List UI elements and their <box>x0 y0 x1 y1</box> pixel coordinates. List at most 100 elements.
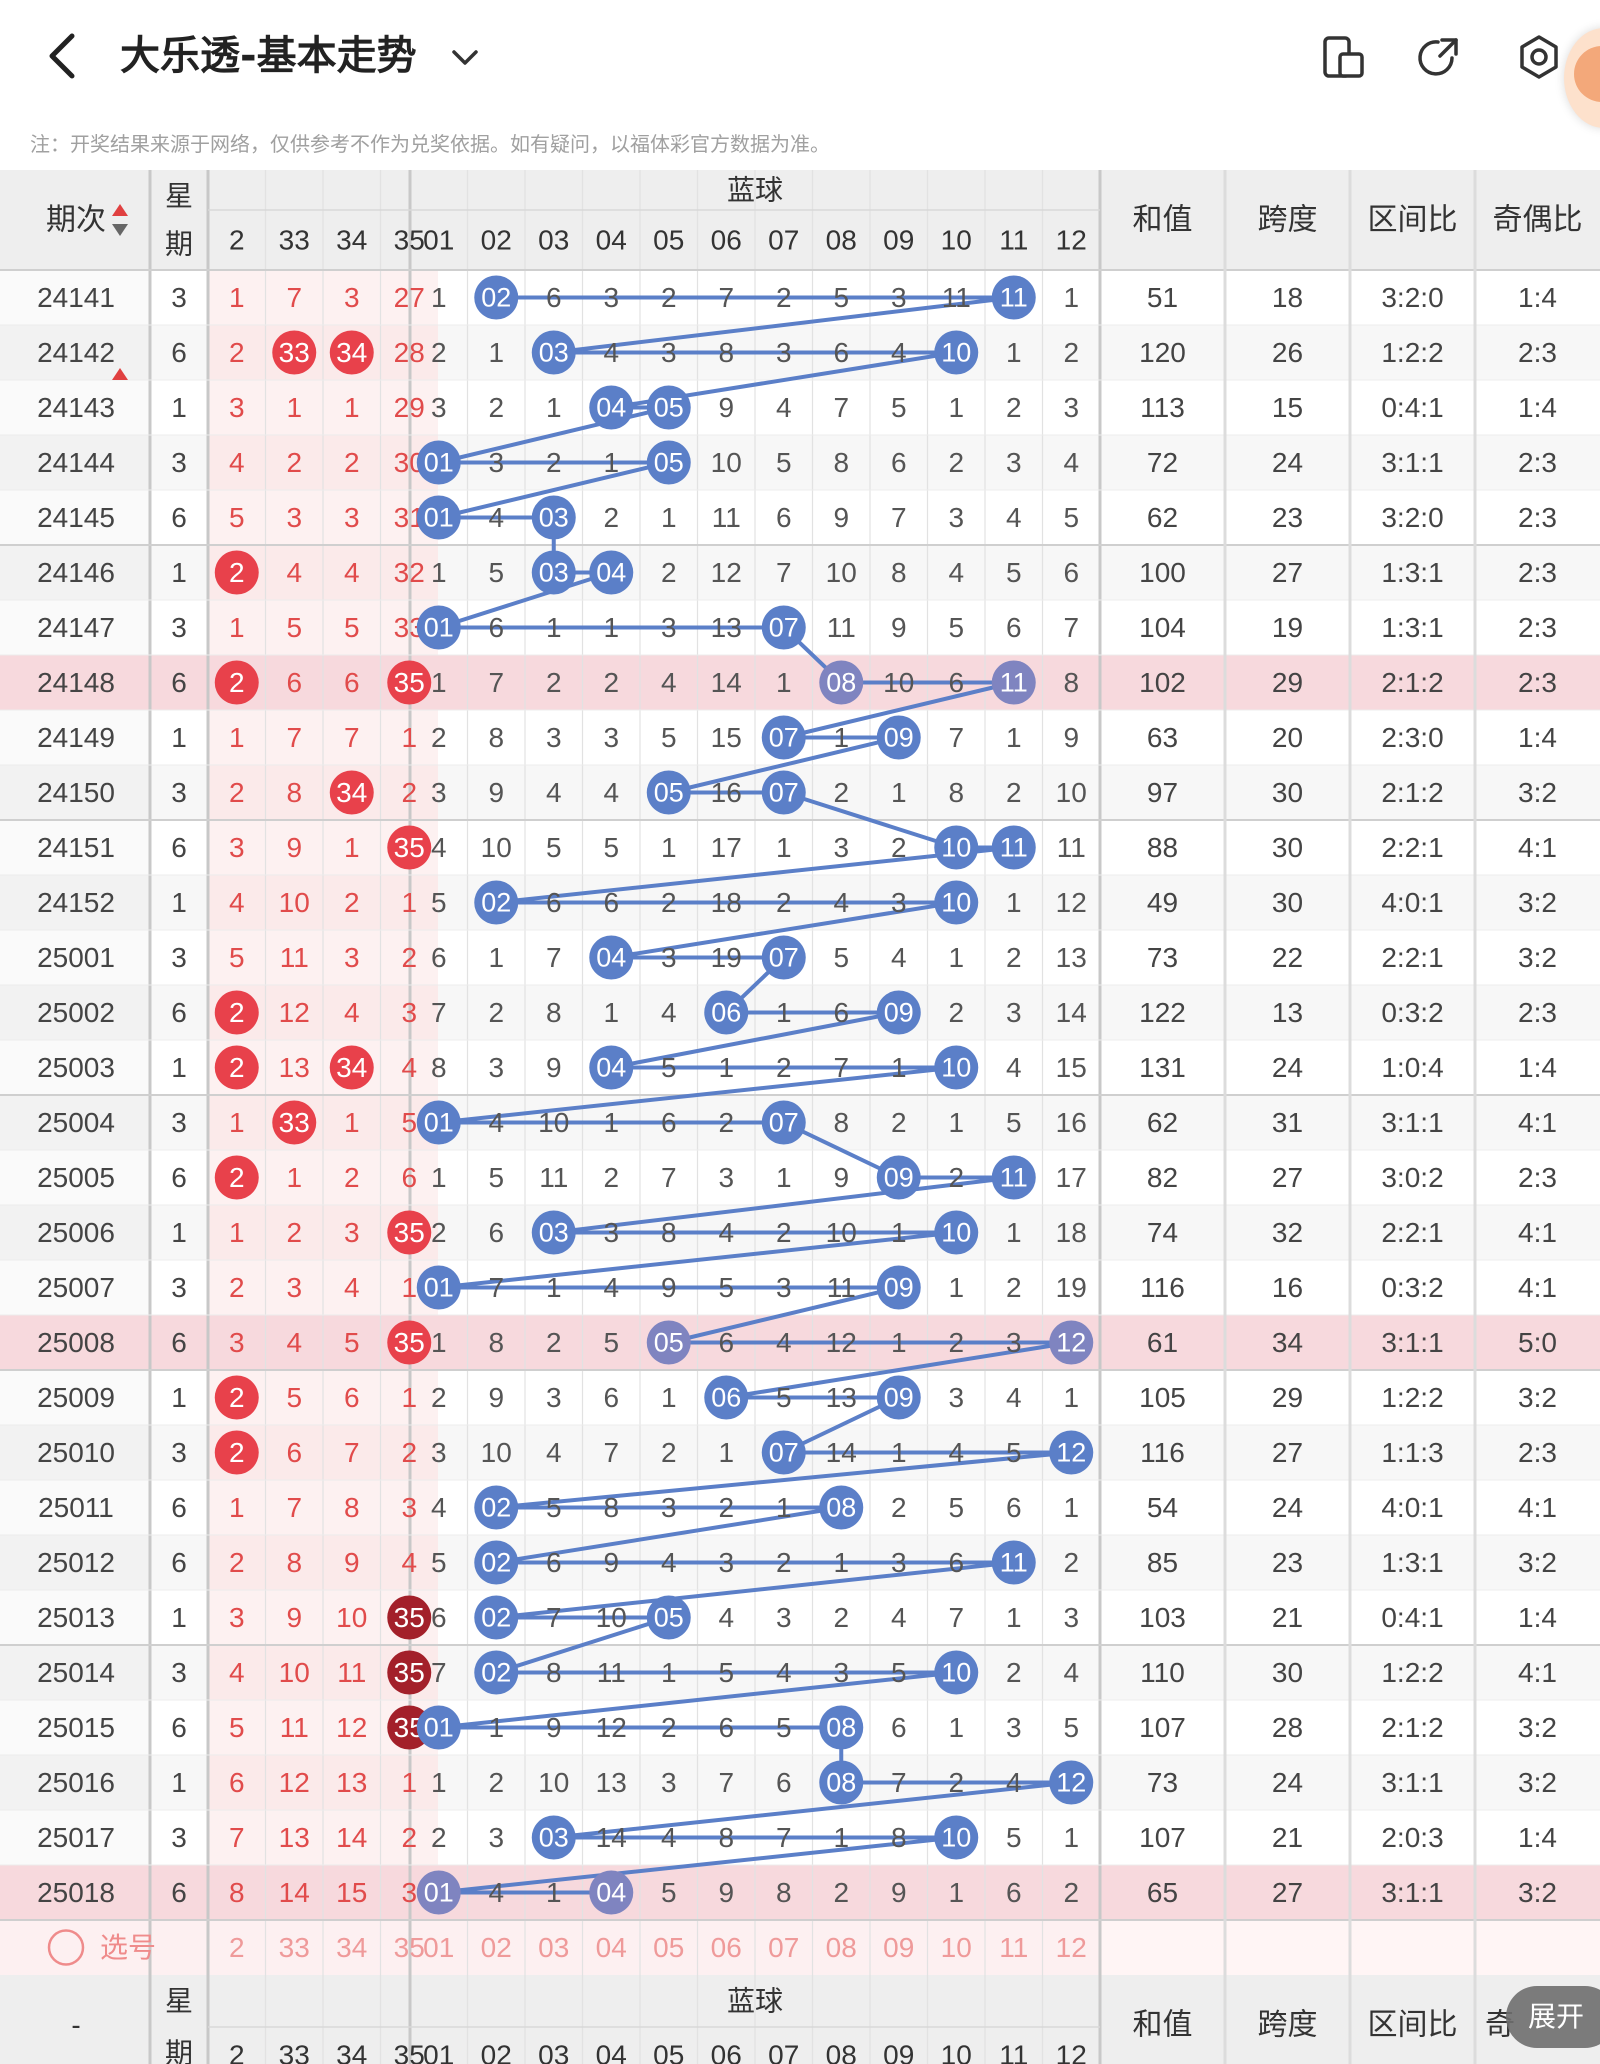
odd-even-cell: 1:4 <box>1518 722 1557 753</box>
blue-miss-cell: 5 <box>488 1162 504 1193</box>
blue-miss-cell: 2 <box>718 1492 734 1523</box>
col-header-blue: 09 <box>883 225 914 256</box>
select-blue-number[interactable]: 12 <box>1056 1932 1087 1963</box>
week-cell: 6 <box>171 1877 187 1908</box>
select-red-number[interactable]: 2 <box>229 1932 245 1963</box>
select-row-tint <box>0 1920 1100 1975</box>
blue-miss-cell: 4 <box>661 667 677 698</box>
col-header-zone: 区间比 <box>1368 204 1458 237</box>
select-blue-number[interactable]: 10 <box>941 1932 972 1963</box>
odd-even-cell: 3:2 <box>1518 942 1557 973</box>
blue-miss-cell: 5 <box>431 1547 447 1578</box>
blue-ball-number: 01 <box>424 1108 454 1138</box>
select-blue-number[interactable]: 11 <box>999 1932 1028 1963</box>
select-blue-number[interactable]: 09 <box>883 1932 914 1963</box>
select-radio-icon[interactable] <box>47 1929 85 1966</box>
blue-miss-cell: 4 <box>431 832 447 863</box>
week-cell: 1 <box>171 1602 187 1633</box>
blue-ball <box>934 1045 979 1090</box>
period-cell: 25004 <box>37 1107 115 1138</box>
period-cell-bg <box>0 930 150 985</box>
footer-span: 跨度 <box>1258 2009 1318 2042</box>
span-cell: 29 <box>1272 667 1303 698</box>
odd-even-cell: 4:1 <box>1518 1272 1557 1303</box>
blue-ball-number: 05 <box>654 1328 684 1358</box>
red-miss-cell: 2 <box>344 1162 360 1193</box>
blue-miss-cell: 2 <box>546 1327 562 1358</box>
red-miss-cell: 5 <box>344 1327 360 1358</box>
select-blue-number[interactable]: 01 <box>423 1932 454 1963</box>
blue-miss-cell: 1 <box>661 832 677 863</box>
select-blue-number[interactable]: 08 <box>826 1932 857 1963</box>
blue-miss-cell: 2 <box>661 887 677 918</box>
col-header-blue: 06 <box>711 225 742 256</box>
blue-miss-cell: 8 <box>546 997 562 1028</box>
select-blue-number[interactable]: 07 <box>768 1932 799 1963</box>
select-blue-number[interactable]: 04 <box>596 1932 627 1963</box>
back-icon[interactable] <box>40 30 84 82</box>
select-row-label: 选号 <box>100 1932 156 1963</box>
week-cell: 6 <box>171 1547 187 1578</box>
blue-miss-cell: 3 <box>891 1547 907 1578</box>
blue-miss-cell: 8 <box>833 447 849 478</box>
page-title[interactable]: 大乐透-基本走势 <box>120 33 417 79</box>
footer-blue-header: 04 <box>596 2040 627 2064</box>
blue-miss-cell: 3 <box>1063 1602 1079 1633</box>
span-cell: 29 <box>1272 1382 1303 1413</box>
select-blue-number[interactable]: 05 <box>653 1932 684 1963</box>
red-miss-cell: 11 <box>280 942 309 973</box>
select-blue-number[interactable]: 03 <box>538 1932 569 1963</box>
red-miss-cell: 4 <box>401 1547 417 1578</box>
blue-miss-cell: 9 <box>603 1547 619 1578</box>
week-cell: 1 <box>171 392 187 423</box>
red-miss-cell: 5 <box>344 612 360 643</box>
blue-miss-cell: 1 <box>603 1107 619 1138</box>
blue-miss-cell: 4 <box>661 1822 677 1853</box>
switch-layout-icon[interactable] <box>1320 34 1366 80</box>
blue-miss-cell: 9 <box>661 1272 677 1303</box>
select-red-number[interactable]: 33 <box>279 1932 310 1963</box>
blue-miss-cell: 3 <box>718 1162 734 1193</box>
select-blue-number[interactable]: 02 <box>481 1932 512 1963</box>
period-cell: 24148 <box>37 667 115 698</box>
blue-ball <box>934 1650 979 1695</box>
red-miss-cell: 5 <box>286 1382 302 1413</box>
span-cell: 21 <box>1272 1602 1303 1633</box>
blue-miss-cell: 9 <box>891 1877 907 1908</box>
blue-miss-cell: 1 <box>833 1547 849 1578</box>
blue-ball-number: 04 <box>596 943 626 973</box>
select-blue-number[interactable]: 06 <box>711 1932 742 1963</box>
select-red-number[interactable]: 35 <box>394 1932 425 1963</box>
blue-miss-cell: 4 <box>891 337 907 368</box>
blue-ball-number: 07 <box>769 778 799 808</box>
blue-ball <box>761 1100 806 1145</box>
blue-miss-cell: 2 <box>546 447 562 478</box>
blue-miss-cell: 1 <box>603 447 619 478</box>
avatar[interactable] <box>1564 28 1600 128</box>
sum-cell: 62 <box>1147 1107 1178 1138</box>
period-cell-bg <box>0 1425 150 1480</box>
red-miss-cell: 10 <box>279 1657 310 1688</box>
blue-ball <box>416 1705 461 1750</box>
chevron-down-icon[interactable] <box>448 40 482 74</box>
blue-miss-cell: 1 <box>1063 1382 1079 1413</box>
blue-miss-cell: 3 <box>948 502 964 533</box>
blue-miss-cell: 2 <box>546 667 562 698</box>
red-ball-number: 34 <box>336 1052 367 1083</box>
blue-ball-number: 11 <box>1000 1163 1028 1193</box>
blue-ball <box>646 1595 691 1640</box>
settings-icon[interactable] <box>1516 34 1562 80</box>
expand-button[interactable]: 展开 <box>1506 1986 1600 2048</box>
scroll-edge <box>208 270 216 1975</box>
blue-miss-cell: 6 <box>603 887 619 918</box>
blue-miss-cell: 17 <box>1056 1162 1087 1193</box>
share-icon[interactable] <box>1416 34 1462 80</box>
blue-ball-number: 01 <box>424 613 454 643</box>
footer-blue-header: 07 <box>768 2040 799 2064</box>
blue-miss-cell: 2 <box>948 1767 964 1798</box>
blue-ball <box>474 880 519 925</box>
blue-ball-number: 02 <box>481 1658 511 1688</box>
select-red-number[interactable]: 34 <box>336 1932 367 1963</box>
blue-miss-cell: 5 <box>661 722 677 753</box>
blue-ball-number: 04 <box>596 393 626 423</box>
